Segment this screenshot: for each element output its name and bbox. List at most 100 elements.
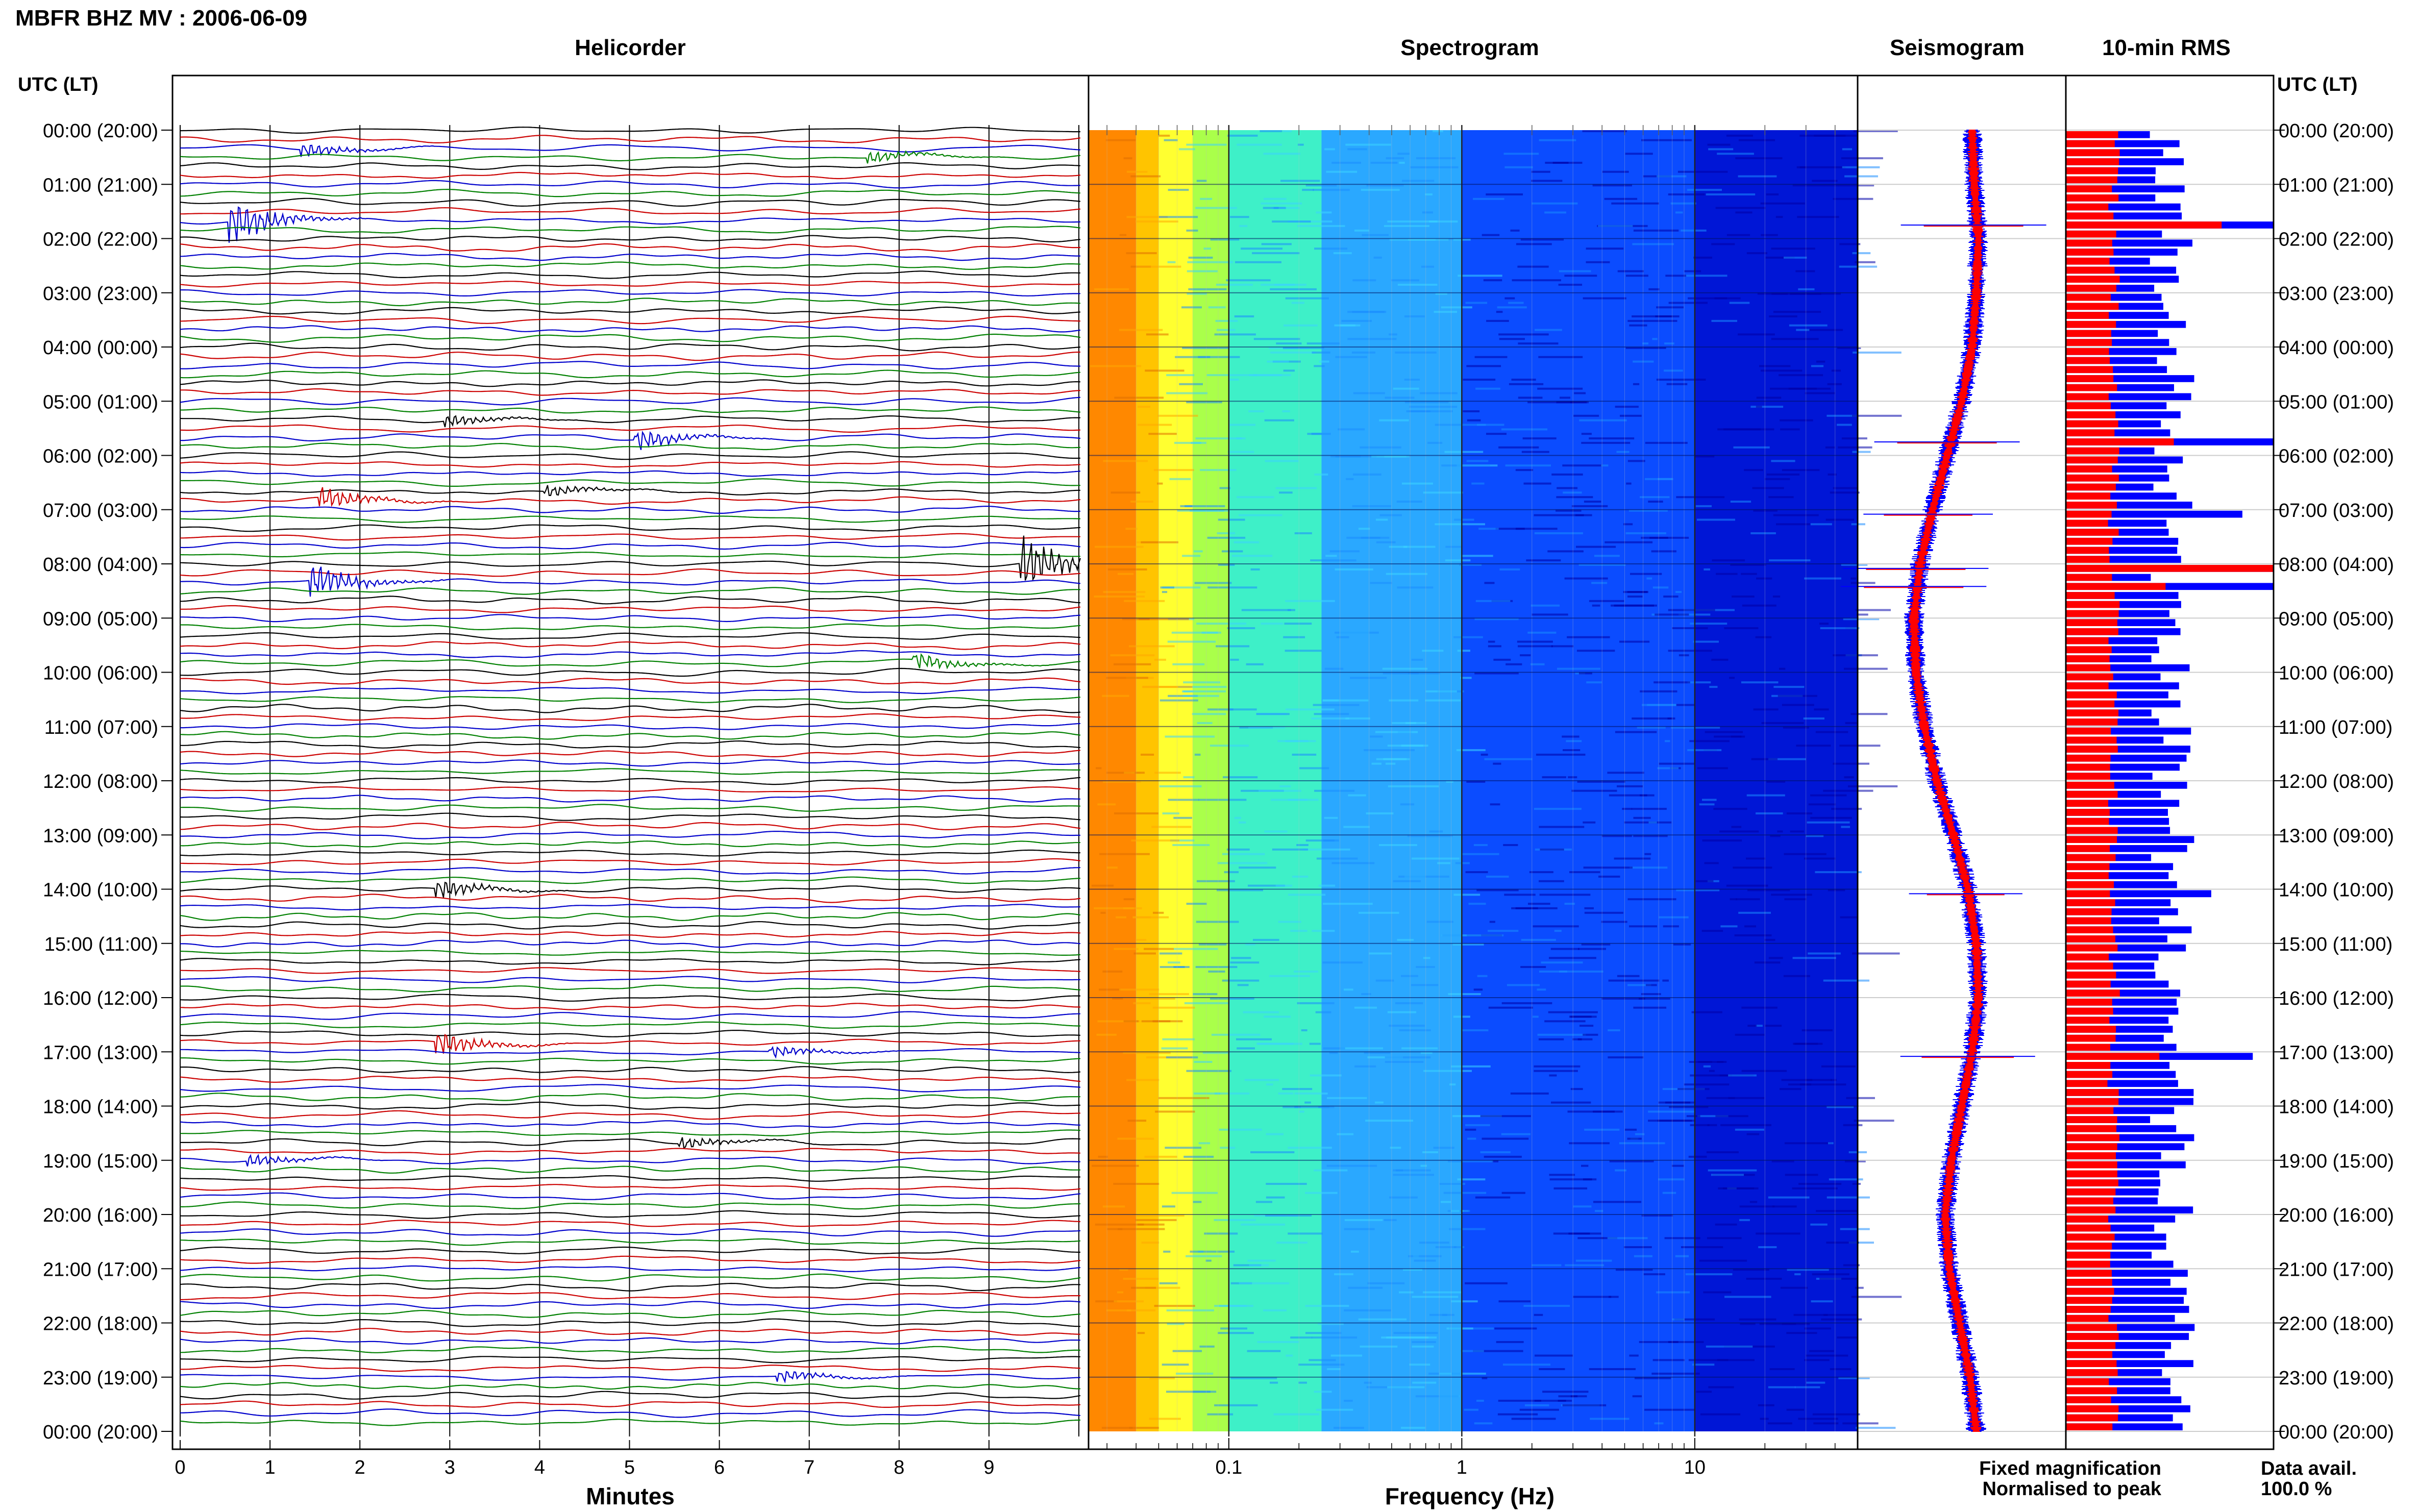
spectrogram-cell [1537,1033,1586,1036]
rms-bar-normalised [2066,194,2119,202]
spectrogram-cell [1731,826,1742,828]
rms-bar-normalised [2066,1342,2116,1349]
spectrogram-cell [1435,424,1486,426]
spectrogram-cell [1634,1255,1652,1257]
time-label-left: 10:00 (06:00) [43,663,158,684]
spectrogram-cell [1174,948,1218,950]
spectrogram-cell [1504,894,1536,896]
time-label-left: 21:00 (17:00) [43,1259,158,1280]
spectrogram-cell [1214,333,1256,336]
spectrogram-cell [1186,229,1198,232]
spectrogram-cell [1401,482,1433,485]
spectrogram-cell [1783,975,1810,977]
spectrogram-cell [1296,844,1309,846]
spectrogram-cell [1171,631,1218,634]
spectrogram-cell [1809,1350,1834,1352]
spectrogram-cell [1715,207,1766,209]
spectrogram-cell [1318,884,1336,887]
spectrogram-cell [1792,957,1836,959]
spectrogram-cell [1703,1291,1732,1294]
spectrogram-cell [1542,776,1566,779]
spectrogram-cell [1385,396,1415,399]
helicorder-trace [180,993,1080,1002]
spectrogram-cell [1129,645,1175,648]
spectrogram-cell [1699,803,1715,806]
spectrogram-cell [1442,1313,1454,1316]
spectrogram-cell [1630,573,1662,575]
helicorder-trace [180,804,1081,812]
spectrogram-cell [1333,252,1352,255]
rms-bar-normalised [2066,149,2120,157]
spectrogram-cell [1584,501,1601,503]
spectrogram-cell [1226,848,1250,851]
spectrogram-cell [1137,1332,1145,1334]
spectrogram-cell [1856,1427,1896,1429]
spectrogram-cell [1719,830,1759,833]
spectrogram-cell [1639,1341,1679,1343]
spectrogram-cell [1614,857,1651,860]
helicorder-trace [180,1255,1081,1264]
spectrogram-cell [1302,848,1350,851]
spectrogram-cell [1573,414,1599,417]
spectrogram-cell [1465,871,1488,874]
spectrogram-cell [1096,1033,1117,1036]
spectrogram-cell [1810,816,1852,819]
time-label-right: 14:00 (10:00) [2279,880,2394,901]
spectrogram-cell [1533,1015,1539,1018]
rms-bar-normalised [2066,1387,2117,1395]
spectrogram-cell [1478,528,1499,530]
spectrogram-cell [1316,211,1332,214]
time-label-right: 19:00 (15:00) [2279,1151,2394,1172]
spectrogram-cell [1833,487,1858,489]
spectrogram-cell [1186,1070,1231,1072]
spectrogram-cell [1474,1422,1493,1425]
time-label-left: 12:00 (08:00) [43,771,158,792]
spectrogram-cell [1117,1291,1124,1294]
spectrogram-cell [1625,1128,1637,1131]
spectrogram-cell [1542,1391,1589,1393]
spectrogram-cell [1183,690,1226,692]
spectrogram-cell [1547,550,1584,553]
spectrogram-cell [1551,473,1583,476]
rms-bar-normalised [2066,1188,2116,1196]
spectrogram-cell [1738,333,1775,336]
rms-bar-normalised [2066,736,2117,744]
spectrogram-cell [1118,1228,1165,1230]
spectrogram-cell [1361,993,1371,996]
spectrogram-cell [1473,988,1483,991]
spectrogram-cell [1282,130,1292,132]
spectrogram-cell [1493,658,1511,661]
spectrogram-cell [1322,699,1369,702]
helicorder-x-tick-label: 9 [983,1457,994,1478]
spectrogram-cell [1544,211,1566,214]
time-labels-left: 00:00 (20:00)01:00 (21:00)02:00 (22:00)0… [43,120,172,1443]
spectrogram-cell [1821,1318,1862,1321]
spectrogram-cell [1573,1205,1592,1208]
spectrogram-cell [1717,1359,1755,1361]
spectrogram-cell [1398,875,1449,878]
spectrogram-cell [1448,1160,1493,1162]
spectrogram-cell [1521,938,1556,941]
spectrogram-cell [1693,640,1719,643]
spectrogram-cell [1392,722,1416,724]
spectrogram-cell [1113,1183,1159,1185]
helicorder-trace [180,388,1081,396]
helicorder-trace [180,667,1081,677]
spectrogram-cell [1187,261,1233,263]
rms-bar-normalised [2066,1315,2109,1322]
spectrogram-cell [1167,261,1176,263]
spectrogram-cell [1668,302,1708,304]
spectrogram-cell [1327,1368,1341,1370]
spectrogram-cell [1797,216,1839,218]
spectrogram-cell [1658,1178,1685,1181]
spectrogram-cell [1750,406,1784,408]
spectrogram-cell [1130,175,1161,178]
helicorder-trace [180,713,1080,722]
spectrogram-cell [1196,180,1207,182]
spectrogram-cell [1433,130,1443,132]
spectrogram-cell [1261,202,1302,205]
helicorder-trace [180,904,1080,911]
spectrogram-cell [1744,469,1763,472]
spectrogram-cell [1219,487,1230,489]
